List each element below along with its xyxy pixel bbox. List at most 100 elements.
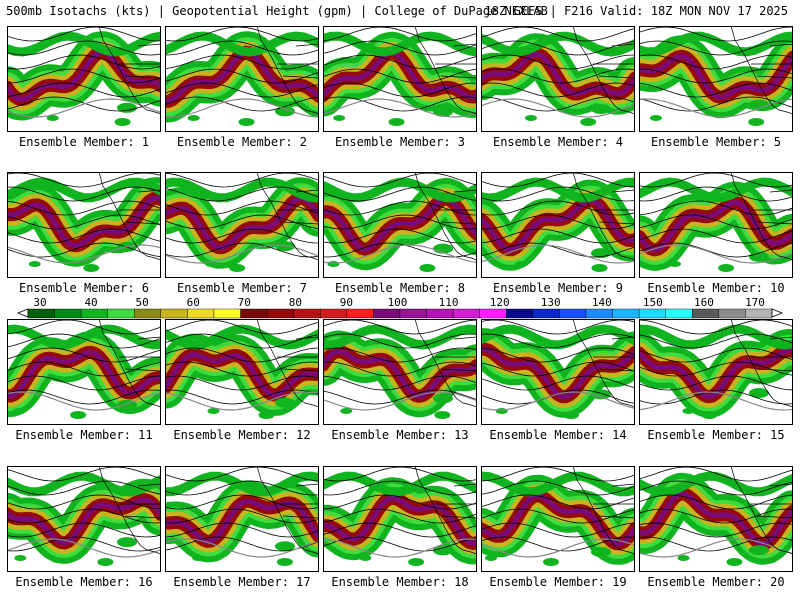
height-contour bbox=[165, 186, 319, 202]
height-contour bbox=[7, 508, 161, 524]
isotach-patch bbox=[525, 115, 537, 121]
height-contour bbox=[481, 494, 635, 510]
northern-jet-branch bbox=[481, 471, 635, 497]
height-contour bbox=[639, 466, 793, 482]
height-contour bbox=[165, 172, 319, 188]
height-contour bbox=[481, 228, 635, 244]
legend-tick-label: 170 bbox=[745, 296, 765, 309]
isotach-patch bbox=[591, 264, 608, 272]
coastline-borders bbox=[730, 26, 793, 115]
map-frame bbox=[481, 466, 635, 572]
northern-jet-branch bbox=[639, 177, 793, 203]
height-contour bbox=[323, 480, 477, 496]
ensemble-map-11 bbox=[7, 319, 161, 425]
colorbar-segment bbox=[27, 308, 55, 319]
northern-jet-branch bbox=[7, 471, 161, 497]
legend-tick-label: 40 bbox=[84, 296, 98, 309]
ensemble-member-label: Ensemble Member: 2 bbox=[176, 135, 308, 149]
height-contour bbox=[481, 40, 635, 56]
map-frame bbox=[7, 466, 161, 572]
ensemble-map-3 bbox=[323, 26, 477, 132]
ensemble-map-14 bbox=[481, 319, 635, 425]
map-canvas bbox=[323, 172, 477, 278]
low-latitude-height-contour bbox=[323, 244, 477, 264]
low-latitude-height-contour bbox=[165, 244, 319, 264]
isotach-patch bbox=[726, 558, 743, 566]
isotach-patch bbox=[117, 537, 137, 548]
height-contour bbox=[323, 333, 477, 349]
height-contour bbox=[323, 82, 477, 98]
height-contour bbox=[481, 242, 635, 258]
isotach-patch bbox=[682, 408, 695, 414]
colorbar-segment bbox=[612, 308, 640, 319]
map-frame bbox=[165, 26, 319, 132]
map-canvas bbox=[165, 466, 319, 572]
map-canvas bbox=[639, 26, 793, 132]
map-canvas bbox=[7, 26, 161, 132]
colorbar-segment bbox=[240, 308, 268, 319]
coastline-borders bbox=[98, 26, 161, 115]
height-contour bbox=[323, 172, 477, 188]
northern-jet-branch bbox=[7, 31, 161, 57]
ensemble-map-16 bbox=[7, 466, 161, 572]
height-contour bbox=[165, 494, 319, 510]
height-contour bbox=[323, 228, 477, 244]
legend-tick-label: 100 bbox=[387, 296, 408, 309]
height-contour bbox=[639, 319, 793, 335]
low-latitude-height-contour bbox=[481, 391, 635, 411]
height-contour bbox=[7, 319, 161, 335]
height-contour bbox=[7, 82, 161, 98]
height-contour bbox=[165, 347, 319, 363]
isotach-patch bbox=[419, 264, 436, 272]
colorbar-segment bbox=[559, 308, 587, 319]
coastline-borders bbox=[414, 172, 477, 261]
northern-jet-branch bbox=[165, 471, 319, 497]
isotach-patch bbox=[46, 115, 59, 121]
isotach-patch bbox=[563, 411, 579, 419]
map-canvas bbox=[7, 172, 161, 278]
height-contour bbox=[165, 200, 319, 216]
height-contour bbox=[7, 68, 161, 84]
height-contour bbox=[639, 494, 793, 510]
height-contour bbox=[481, 68, 635, 84]
colorbar-segment bbox=[346, 308, 374, 319]
height-contour bbox=[7, 466, 161, 482]
map-frame bbox=[481, 172, 635, 278]
jet-core-110kt bbox=[165, 352, 319, 398]
ensemble-map-17 bbox=[165, 466, 319, 572]
colorbar-segment bbox=[532, 308, 560, 319]
height-contour bbox=[639, 522, 793, 538]
height-contour bbox=[7, 389, 161, 405]
legend-tick-label: 60 bbox=[186, 296, 200, 309]
low-latitude-height-contour bbox=[639, 244, 793, 264]
isotach-patch bbox=[388, 118, 405, 126]
legend-tick-label: 160 bbox=[693, 296, 714, 309]
height-contour bbox=[639, 82, 793, 98]
ensemble-map-1 bbox=[7, 26, 161, 132]
ensemble-map-10 bbox=[639, 172, 793, 278]
height-contour bbox=[639, 242, 793, 258]
jet-core-110kt bbox=[639, 491, 793, 547]
map-canvas bbox=[639, 466, 793, 572]
height-contour bbox=[323, 242, 477, 258]
height-contour bbox=[639, 214, 793, 230]
coastline-borders bbox=[572, 172, 635, 261]
height-contour bbox=[481, 214, 635, 230]
jet-core-110kt bbox=[481, 51, 635, 97]
height-contour bbox=[639, 361, 793, 377]
colorbar-arrow-left bbox=[16, 308, 29, 318]
low-latitude-height-contour bbox=[7, 538, 161, 558]
height-contour bbox=[481, 172, 635, 188]
colorbar-segment bbox=[160, 308, 188, 319]
low-latitude-height-contour bbox=[481, 98, 635, 118]
isotach-patch bbox=[258, 411, 275, 419]
ensemble-member-label: Ensemble Member: 20 bbox=[647, 575, 785, 589]
colorbar-segment bbox=[426, 308, 454, 319]
height-contour bbox=[639, 536, 793, 552]
low-latitude-height-contour bbox=[165, 391, 319, 411]
map-canvas bbox=[481, 466, 635, 572]
ensemble-member-label: Ensemble Member: 12 bbox=[173, 428, 311, 442]
map-frame bbox=[639, 466, 793, 572]
height-contour bbox=[7, 536, 161, 552]
height-contour bbox=[481, 361, 635, 377]
